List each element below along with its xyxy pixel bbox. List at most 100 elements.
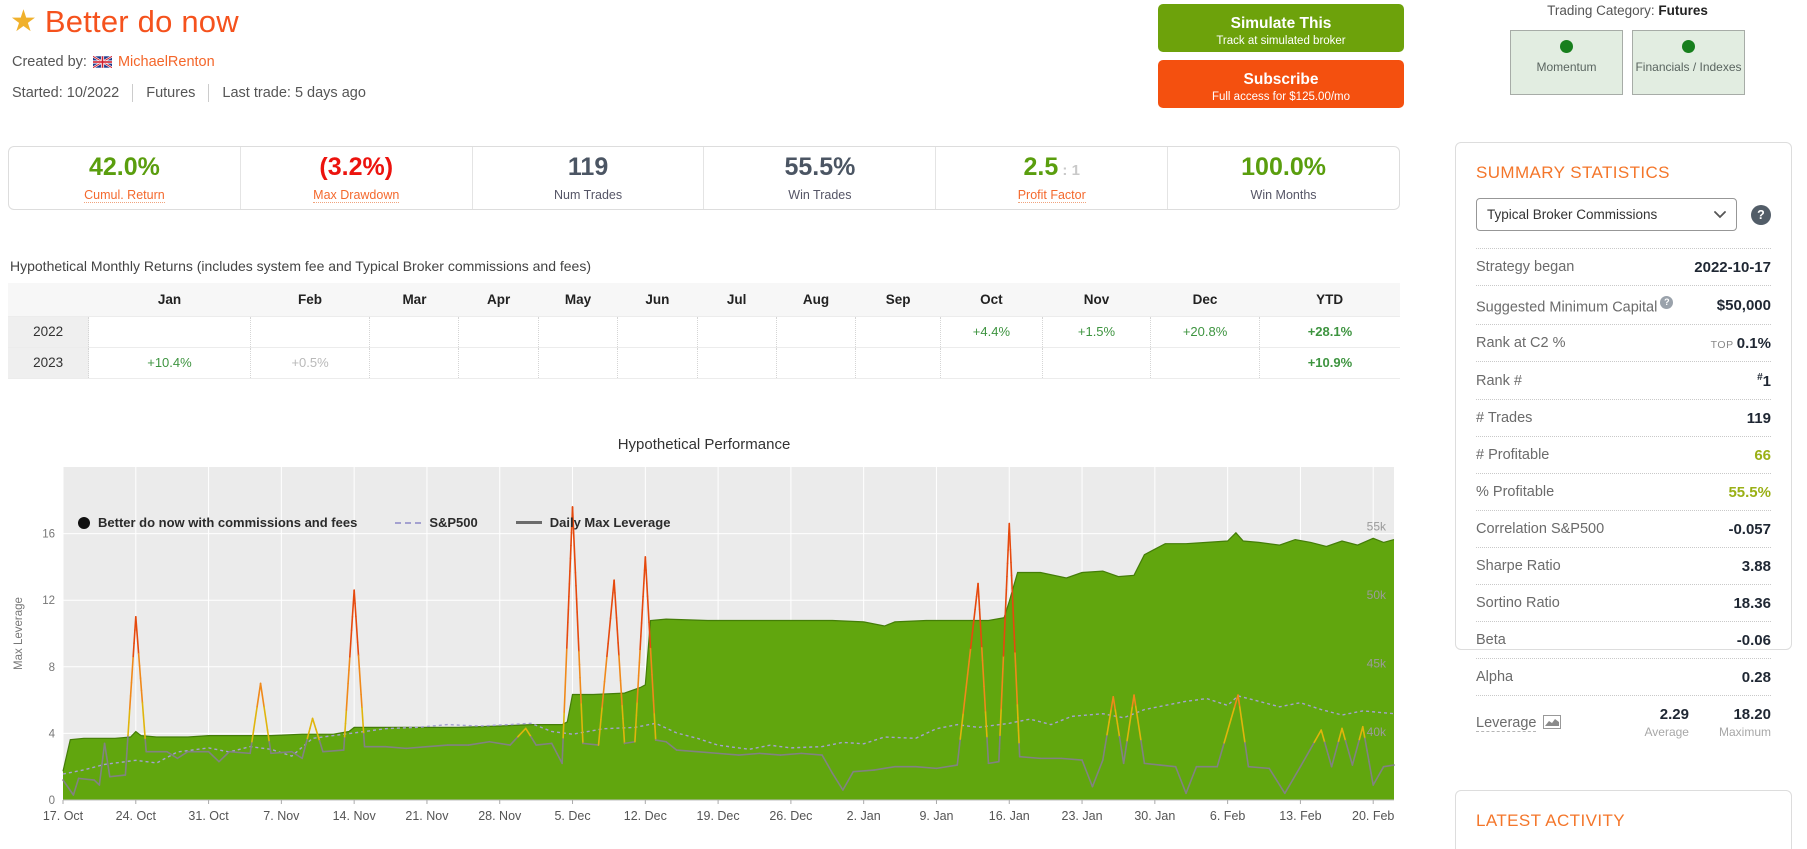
summary-statistics-title: SUMMARY STATISTICS <box>1476 163 1670 182</box>
favorite-star-icon[interactable]: ★ <box>10 5 37 38</box>
legend-item-strategy[interactable]: Better do now with commissions and fees <box>78 515 357 530</box>
stat-value: 55.5% <box>784 153 856 181</box>
question-circle-icon[interactable]: ? <box>1660 295 1674 309</box>
leverage-maximum: 18.20 Maximum <box>1719 706 1771 741</box>
subscribe-subtitle: Full access for $125.00/mo <box>1211 91 1351 103</box>
summary-value: TOP 0.1% <box>1710 334 1771 352</box>
performance-chart: 40k 45k 50k 55k 17. Oct 24. Oct 31. Oct 7. Nov 1… <box>13 467 1395 823</box>
month-column-header <box>8 283 89 316</box>
trading-category-block: Trading Category: Futures Momentum Financ… <box>1455 3 1800 95</box>
summary-label: Sortino Ratio <box>1476 595 1560 612</box>
svg-text:24. Oct: 24. Oct <box>116 809 157 823</box>
subscribe-button[interactable]: Subscribe Full access for $125.00/mo <box>1158 60 1404 108</box>
svg-text:5. Dec: 5. Dec <box>554 809 590 823</box>
svg-text:28. Nov: 28. Nov <box>478 809 522 823</box>
svg-text:12. Dec: 12. Dec <box>624 809 667 823</box>
help-icon[interactable]: ? <box>1751 204 1771 225</box>
monthly-cell: +20.8% <box>1150 315 1260 347</box>
summary-label: Alpha <box>1476 669 1514 686</box>
uk-flag-icon <box>92 55 113 69</box>
stat-value: 42.0% <box>88 153 160 181</box>
svg-text:17. Oct: 17. Oct <box>43 809 84 823</box>
leverage-label[interactable]: Leverage <box>1476 715 1537 733</box>
stat-label[interactable]: Max Drawdown <box>313 187 400 203</box>
summary-row-correlation-s-p500: Correlation S&P500 -0.057 <box>1476 510 1771 547</box>
svg-text:9. Jan: 9. Jan <box>919 809 953 823</box>
monthly-cell: +10.4% <box>88 346 251 379</box>
svg-text:16. Jan: 16. Jan <box>989 809 1030 823</box>
solid-line-icon <box>515 521 542 524</box>
svg-text:16: 16 <box>42 529 55 541</box>
stat-value: 119 <box>567 153 609 181</box>
monthly-cell <box>1041 346 1151 379</box>
summary-label: # Profitable <box>1476 447 1550 464</box>
stat-label[interactable]: Profit Factor <box>1017 187 1086 203</box>
month-column-header: Nov <box>1042 283 1151 316</box>
summary-row-sortino-ratio: Sortino Ratio 18.36 <box>1476 584 1771 621</box>
commissions-dropdown-value: Typical Broker Commissions <box>1487 207 1658 222</box>
summary-value: 55.5% <box>1728 483 1771 501</box>
stat-label[interactable]: Cumul. Return <box>84 187 165 203</box>
commissions-dropdown[interactable]: Typical Broker Commissions <box>1476 198 1737 231</box>
legend-item-leverage[interactable]: Daily Max Leverage <box>515 515 670 530</box>
stat-value: 100.0% <box>1241 153 1326 181</box>
green-dot-icon <box>1682 40 1695 53</box>
year-cell: 2022 <box>8 315 89 347</box>
leverage-row: Leverage 2.29 Average 18.20 Maximum <box>1476 695 1771 750</box>
summary-row-sharpe-ratio: Sharpe Ratio 3.88 <box>1476 547 1771 584</box>
summary-row-rank-at-c2-: Rank at C2 % TOP 0.1% <box>1476 324 1771 361</box>
svg-text:21. Nov: 21. Nov <box>405 809 449 823</box>
summary-value: 0.28 <box>1741 668 1771 686</box>
year-cell: 2023 <box>8 346 89 379</box>
green-dot-icon <box>1560 40 1573 53</box>
ytd-cell: +10.9% <box>1258 346 1400 379</box>
black-dot-icon <box>78 516 90 529</box>
stat-profit-factor: 2.5 : 1 Profit Factor <box>935 147 1167 209</box>
summary-row-strategy-began: Strategy began 2022-10-17 <box>1476 248 1771 285</box>
leverage-average-label: Average <box>1644 724 1689 739</box>
category-tag: Momentum <box>1510 30 1623 95</box>
summary-row--profitable: % Profitable 55.5% <box>1476 473 1771 510</box>
month-column-header: Feb <box>250 283 370 316</box>
chevron-down-icon <box>1714 210 1726 218</box>
legend-label-sp500: S&P500 <box>429 515 478 530</box>
monthly-cell <box>617 346 698 379</box>
monthly-cell <box>369 346 459 379</box>
legend-item-sp500[interactable]: S&P500 <box>395 515 478 530</box>
summary-value: -0.057 <box>1728 520 1771 538</box>
leverage-average-value: 2.29 <box>1659 705 1689 723</box>
divider <box>132 84 134 102</box>
author-link[interactable]: MichaelRenton <box>117 54 215 70</box>
summary-row-suggested-minimum-capital: Suggested Minimum Capital? $50,000 <box>1476 285 1771 324</box>
stat-label: Win Months <box>1250 187 1317 202</box>
svg-text:50k: 50k <box>1367 588 1387 602</box>
summary-label: Suggested Minimum Capital? <box>1476 295 1674 315</box>
category-text: Futures <box>146 85 196 101</box>
monthly-cell <box>537 346 618 379</box>
monthly-cell <box>940 346 1043 379</box>
summary-rows: Strategy began 2022-10-17 Suggested Minimu… <box>1476 248 1771 695</box>
summary-label: Correlation S&P500 <box>1476 521 1605 538</box>
monthly-cell <box>458 346 539 379</box>
divider <box>208 84 210 102</box>
summary-row--trades: # Trades 119 <box>1476 399 1771 436</box>
simulate-this-button[interactable]: Simulate This Track at simulated broker <box>1158 4 1404 52</box>
month-column-header: Mar <box>369 283 459 316</box>
summary-label: Strategy began <box>1476 259 1575 275</box>
trading-category-value: Futures <box>1658 3 1708 18</box>
monthly-cell <box>458 315 539 347</box>
svg-text:26. Dec: 26. Dec <box>769 809 812 823</box>
stat-value: 2.5 : 1 <box>1023 153 1080 181</box>
monthly-cell <box>855 346 941 379</box>
stat-win-months: 100.0% Win Months <box>1167 147 1399 209</box>
monthly-cell <box>775 346 856 379</box>
summary-row--profitable: # Profitable 66 <box>1476 436 1771 473</box>
performance-chart-block: Hypothetical Performance 40k 45k 50k 55k 17.… <box>8 430 1400 840</box>
mini-chart-icon[interactable] <box>1543 715 1562 730</box>
monthly-cell <box>855 315 941 347</box>
chart-legend: Better do now with commissions and fees … <box>78 515 670 530</box>
monthly-cell <box>617 315 698 347</box>
monthly-cell <box>696 315 777 347</box>
monthly-cell <box>1150 346 1260 379</box>
